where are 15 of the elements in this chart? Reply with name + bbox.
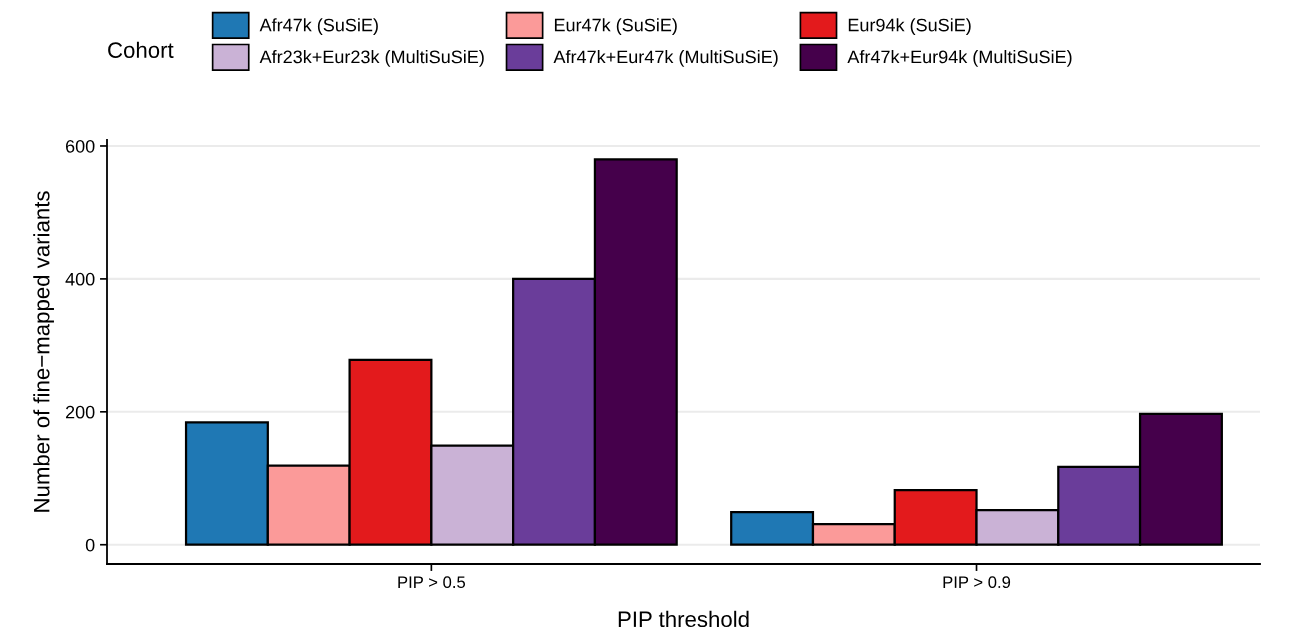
y-tick-label: 0	[85, 538, 95, 552]
x-tick-label: PIP > 0.5	[398, 576, 466, 589]
legend-label: Eur47k (SuSiE)	[554, 18, 677, 35]
y-axis-title: Number of fine−mapped variants	[33, 191, 54, 512]
legend-title: Cohort	[108, 41, 174, 58]
x-axis-title: PIP threshold	[618, 610, 749, 628]
x-tick-label: PIP > 0.9	[943, 576, 1011, 589]
y-tick-label: 600	[65, 139, 95, 153]
legend-label: Afr47k+Eur47k (MultiSuSiE)	[553, 50, 778, 67]
y-tick-label: 200	[65, 405, 95, 419]
legend-label: Eur94k (SuSiE)	[848, 18, 971, 35]
legend-label: Afr47k (SuSiE)	[259, 18, 378, 35]
legend-label: Afr23k+Eur23k (MultiSuSiE)	[259, 50, 484, 67]
y-tick-label: 400	[65, 272, 95, 286]
legend-label: Afr47k+Eur94k (MultiSuSiE)	[847, 50, 1072, 67]
